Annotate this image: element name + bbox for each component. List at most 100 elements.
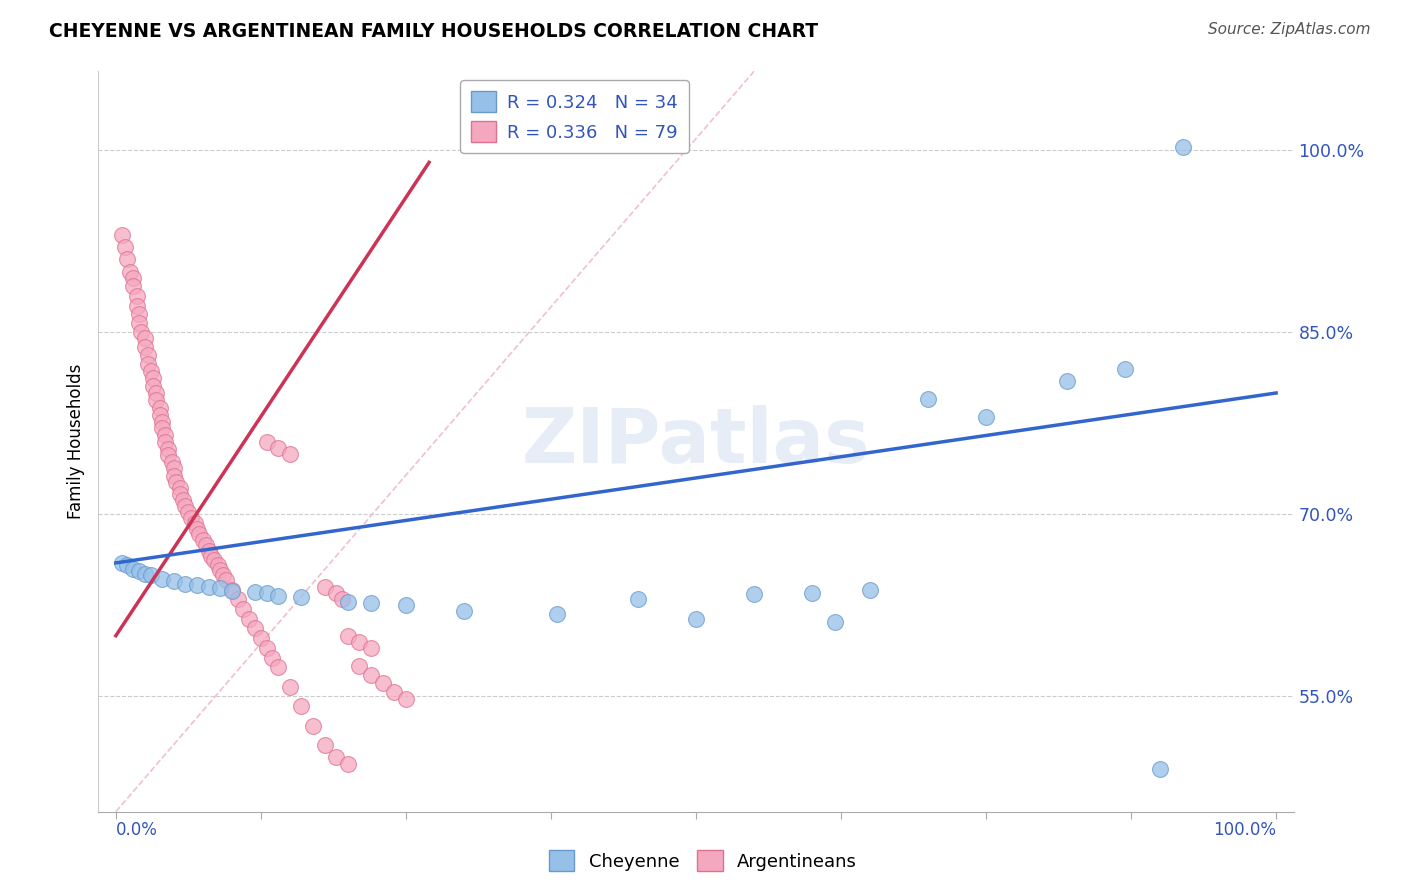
Point bbox=[177, 505, 200, 519]
Point bbox=[232, 602, 254, 616]
Point bbox=[195, 538, 218, 552]
Point bbox=[395, 691, 418, 706]
Point bbox=[188, 526, 211, 541]
Text: 100.0%: 100.0% bbox=[1213, 822, 1277, 839]
Legend: R = 0.324   N = 34, R = 0.336   N = 79: R = 0.324 N = 34, R = 0.336 N = 79 bbox=[460, 80, 689, 153]
Point bbox=[382, 684, 405, 698]
Point bbox=[200, 549, 222, 563]
Point bbox=[395, 599, 418, 613]
Point bbox=[314, 738, 336, 752]
Point bbox=[207, 558, 229, 573]
Point bbox=[243, 622, 266, 636]
Point bbox=[134, 566, 156, 581]
Point bbox=[627, 592, 650, 607]
Point bbox=[546, 607, 568, 621]
Point bbox=[145, 393, 167, 408]
Point bbox=[215, 573, 238, 587]
Point bbox=[256, 434, 278, 449]
Point bbox=[290, 699, 312, 714]
Point bbox=[153, 434, 176, 449]
Point bbox=[157, 448, 180, 462]
Point bbox=[336, 595, 359, 609]
Point bbox=[150, 421, 173, 435]
Point bbox=[801, 586, 824, 600]
Point bbox=[169, 487, 191, 501]
Point bbox=[325, 586, 347, 600]
Point bbox=[136, 357, 159, 371]
Point bbox=[128, 316, 150, 330]
Point bbox=[211, 568, 233, 582]
Text: 0.0%: 0.0% bbox=[115, 822, 157, 839]
Point bbox=[117, 252, 139, 267]
Point bbox=[163, 468, 186, 483]
Point bbox=[169, 481, 191, 495]
Point bbox=[128, 307, 150, 321]
Point bbox=[160, 455, 183, 469]
Point bbox=[267, 441, 290, 455]
Point bbox=[278, 447, 301, 461]
Point bbox=[1056, 374, 1078, 388]
Point bbox=[360, 640, 382, 655]
Point bbox=[974, 410, 997, 425]
Point bbox=[111, 556, 134, 570]
Point bbox=[122, 270, 145, 285]
Point bbox=[197, 543, 219, 558]
Point bbox=[685, 612, 707, 626]
Point bbox=[290, 590, 312, 604]
Point bbox=[256, 640, 278, 655]
Point bbox=[824, 615, 846, 630]
Point bbox=[174, 499, 197, 513]
Point bbox=[157, 442, 180, 456]
Point bbox=[114, 240, 136, 254]
Point bbox=[142, 371, 165, 385]
Point bbox=[243, 585, 266, 599]
Point bbox=[174, 576, 197, 591]
Text: Source: ZipAtlas.com: Source: ZipAtlas.com bbox=[1208, 22, 1371, 37]
Point bbox=[325, 750, 347, 764]
Point bbox=[349, 635, 371, 649]
Point bbox=[371, 676, 394, 690]
Point bbox=[191, 533, 214, 547]
Point bbox=[134, 331, 156, 345]
Point bbox=[238, 612, 260, 626]
Point bbox=[221, 583, 243, 598]
Text: CHEYENNE VS ARGENTINEAN FAMILY HOUSEHOLDS CORRELATION CHART: CHEYENNE VS ARGENTINEAN FAMILY HOUSEHOLD… bbox=[49, 22, 818, 41]
Point bbox=[278, 680, 301, 694]
Point bbox=[165, 475, 187, 489]
Point bbox=[125, 289, 148, 303]
Point bbox=[209, 582, 232, 596]
Point bbox=[186, 578, 208, 592]
Point bbox=[180, 511, 202, 525]
Point bbox=[226, 592, 249, 607]
Point bbox=[131, 326, 153, 340]
Point bbox=[267, 589, 290, 603]
Point bbox=[128, 565, 150, 579]
Point bbox=[314, 580, 336, 594]
Point bbox=[336, 757, 359, 772]
Point bbox=[209, 563, 232, 577]
Point bbox=[122, 279, 145, 293]
Y-axis label: Family Households: Family Households bbox=[67, 364, 86, 519]
Point bbox=[163, 574, 186, 588]
Point bbox=[122, 562, 145, 576]
Point bbox=[139, 364, 162, 378]
Point bbox=[1114, 361, 1136, 376]
Point bbox=[336, 629, 359, 643]
Point bbox=[150, 415, 173, 429]
Point bbox=[360, 596, 382, 610]
Point bbox=[267, 660, 290, 674]
Point bbox=[360, 667, 382, 681]
Point bbox=[183, 516, 205, 530]
Point bbox=[111, 228, 134, 243]
Point bbox=[453, 604, 475, 618]
Text: ZIPatlas: ZIPatlas bbox=[522, 405, 870, 478]
Point bbox=[149, 408, 172, 422]
Point bbox=[149, 401, 172, 415]
Point bbox=[153, 428, 176, 442]
Point bbox=[330, 592, 353, 607]
Point bbox=[136, 348, 159, 362]
Point bbox=[134, 340, 156, 354]
Point bbox=[186, 522, 208, 536]
Point bbox=[917, 392, 939, 406]
Point bbox=[150, 572, 173, 586]
